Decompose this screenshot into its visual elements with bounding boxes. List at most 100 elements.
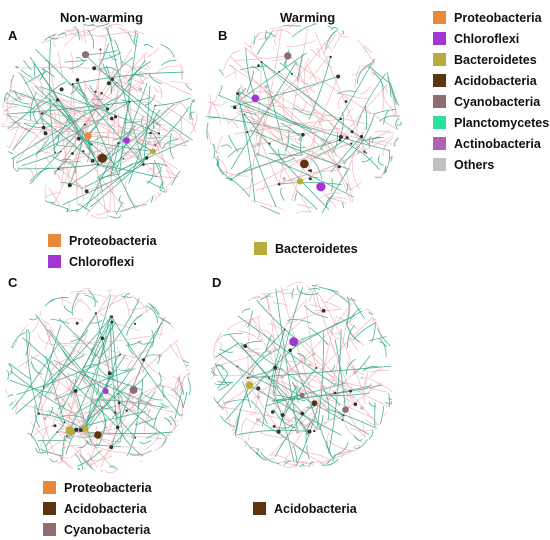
positive-edge: [38, 413, 112, 446]
positive-edge: [268, 423, 277, 432]
positive-edge: [53, 350, 76, 365]
negative-edge: [153, 160, 164, 189]
positive-edge: [117, 113, 119, 135]
negative-edge: [84, 142, 119, 210]
positive-edge: [115, 175, 126, 184]
network-node: [137, 398, 140, 401]
negative-edge: [8, 362, 32, 381]
positive-edge: [257, 317, 260, 339]
positive-edge: [365, 418, 381, 426]
positive-edge: [293, 461, 308, 467]
positive-edge: [307, 452, 331, 461]
legend-panel-c-label: Cyanobacteria: [64, 522, 151, 537]
network-node: [272, 425, 276, 428]
positive-edge: [316, 47, 321, 57]
legend-panel-a-item: Chloroflexi: [48, 251, 157, 272]
negative-edge: [371, 137, 381, 143]
positive-edge: [211, 101, 227, 106]
positive-edge: [139, 351, 144, 373]
negative-edge: [185, 364, 190, 367]
negative-edge: [23, 60, 32, 71]
network-node: [272, 393, 276, 396]
negative-edge: [379, 341, 388, 348]
positive-edge: [102, 24, 124, 30]
negative-edge: [169, 415, 177, 427]
negative-edge: [380, 405, 385, 425]
network-node: [256, 152, 260, 157]
negative-edge: [325, 30, 338, 50]
negative-edge: [24, 70, 48, 85]
negative-edge: [91, 347, 97, 356]
positive-edge: [155, 425, 159, 441]
negative-edge: [352, 322, 376, 341]
negative-edge: [6, 113, 31, 132]
positive-edge: [44, 184, 47, 199]
network-node: [125, 409, 128, 412]
network-node: [89, 398, 92, 401]
negative-edge: [108, 54, 118, 61]
positive-edge: [66, 371, 87, 444]
network-node: [268, 351, 272, 355]
negative-edge: [383, 110, 389, 125]
positive-edge: [273, 426, 324, 465]
positive-edge: [74, 332, 82, 340]
positive-edge: [382, 87, 392, 109]
positive-edge: [292, 292, 310, 296]
negative-edge: [214, 157, 219, 168]
legend-swatch-acidobacteria: [433, 74, 446, 87]
network-node: [262, 354, 265, 357]
positive-edge: [39, 426, 48, 447]
positive-edge: [234, 118, 341, 135]
positive-edge: [153, 164, 163, 177]
positive-edge: [133, 297, 149, 314]
positive-edge: [50, 451, 69, 459]
negative-edge: [15, 101, 130, 164]
network-node: [316, 182, 326, 192]
negative-edge: [97, 163, 158, 178]
network-node: [131, 436, 134, 439]
network-node: [128, 100, 131, 103]
negative-edge: [215, 365, 228, 373]
negative-edge: [279, 62, 293, 76]
negative-edge: [4, 91, 9, 102]
positive-edge: [325, 428, 332, 449]
positive-edge: [348, 182, 362, 190]
network-node: [353, 371, 357, 375]
negative-edge: [146, 163, 155, 184]
negative-edge: [83, 23, 95, 26]
positive-edge: [216, 342, 222, 349]
network-node: [110, 315, 114, 318]
positive-edge: [322, 43, 333, 53]
positive-edge: [61, 132, 151, 165]
network-node: [142, 163, 145, 166]
negative-edge: [81, 294, 112, 371]
network-node: [75, 321, 79, 325]
positive-edge: [248, 61, 262, 196]
legend-panel-a-item: Proteobacteria: [48, 230, 157, 251]
network-node: [251, 94, 260, 103]
network-node: [246, 131, 249, 134]
negative-edge: [265, 394, 303, 407]
negative-edge: [216, 372, 229, 389]
positive-edge: [89, 356, 106, 392]
negative-edge: [362, 366, 379, 372]
positive-edge: [381, 88, 384, 112]
network-node: [41, 125, 46, 130]
network-node: [49, 360, 53, 364]
negative-edge: [306, 173, 319, 179]
legend-panel-a-label: Proteobacteria: [69, 233, 157, 248]
positive-edge: [213, 356, 223, 372]
positive-edge: [340, 383, 355, 400]
network-node: [134, 436, 137, 439]
positive-edge: [364, 45, 373, 54]
network-node: [271, 410, 275, 414]
positive-edge: [87, 182, 109, 191]
network-node: [309, 128, 313, 131]
positive-edge: [253, 296, 261, 299]
network-node: [296, 178, 304, 185]
network-node: [282, 177, 287, 181]
positive-edge: [233, 55, 288, 61]
negative-edge: [368, 65, 392, 85]
negative-edge: [157, 353, 161, 364]
positive-edge: [352, 445, 361, 449]
